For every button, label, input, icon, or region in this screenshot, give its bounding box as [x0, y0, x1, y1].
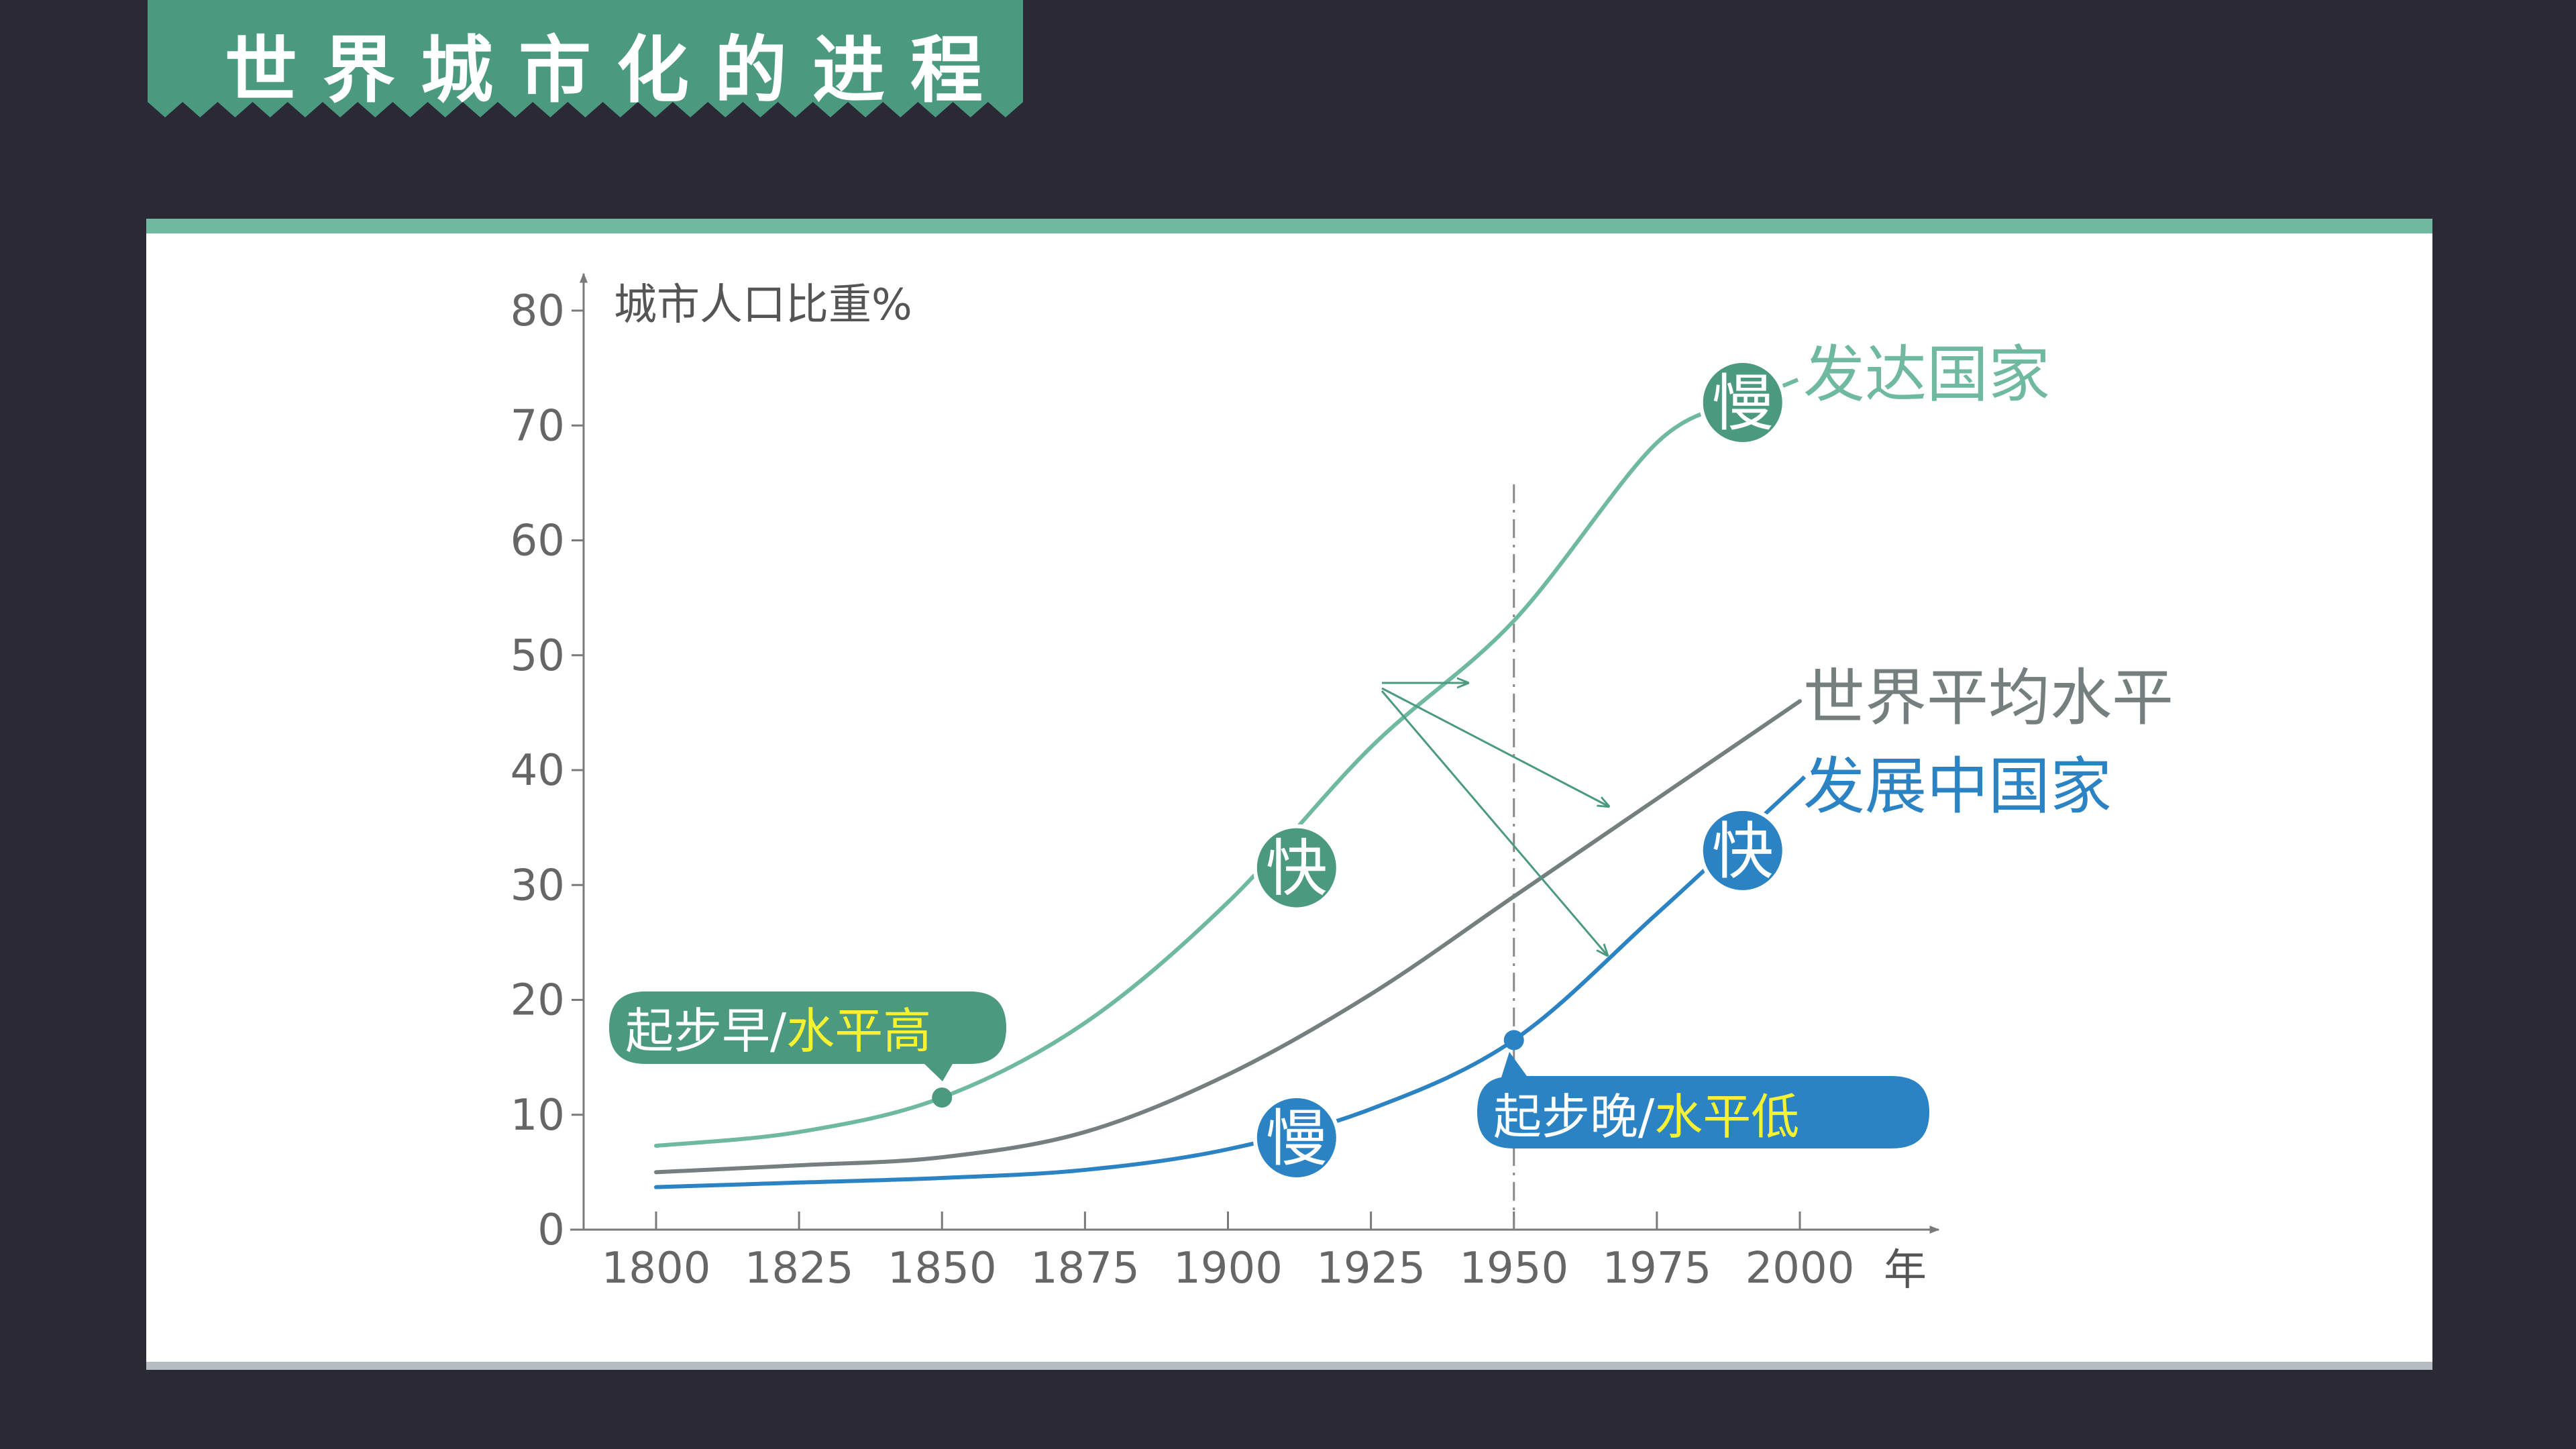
callout-developed-level: 水平高: [786, 1003, 931, 1059]
y-tick-label: 30: [511, 861, 565, 910]
series-line-world: [654, 699, 1802, 1175]
y-tick-label: 70: [511, 401, 565, 451]
speed-marker-circle: [1252, 824, 1340, 912]
speed-marker: 慢: [1699, 359, 1786, 446]
series-label-developing: 发展中国家: [1803, 751, 2112, 822]
data-points: [932, 1030, 1524, 1108]
x-tick-label: 1875: [1030, 1244, 1140, 1293]
y-tick-label: 40: [511, 746, 565, 796]
series-line-developing: [654, 780, 1802, 1189]
series-line-developed: [654, 400, 1745, 1148]
speed-marker: 慢: [1252, 1094, 1340, 1181]
y-ticks: 0 10 20 30 40 50 60 70 80: [511, 286, 584, 1255]
y-axis-label: 城市人口比重%: [614, 280, 912, 330]
x-tick-label: 1825: [745, 1244, 854, 1293]
x-tick-label: 1800: [602, 1244, 711, 1293]
y-tick-label: 20: [511, 976, 565, 1026]
speed-marker-label: 快: [1712, 816, 1774, 888]
arrow-to-developing: [1381, 690, 1607, 955]
x-tick-label: 1950: [1459, 1244, 1568, 1293]
arrow-to-world: [1381, 687, 1609, 806]
speed-marker-circle: [1699, 359, 1786, 446]
callout-developing-start: 起步晚/: [1493, 1089, 1655, 1145]
title-banner: 世界城市化的进程: [148, 0, 1023, 117]
x-tick-label: 2000: [1746, 1244, 1855, 1293]
x-tick-label: 1850: [888, 1244, 997, 1293]
callout-developing-level: 水平低: [1654, 1089, 1799, 1145]
x-ticks: 1800 1825 1850 1875 1900 1925 1950 1975 2000: [602, 1212, 1855, 1293]
series-lines: [654, 378, 1807, 1189]
speed-marker-circle: [1252, 1094, 1340, 1181]
y-tick-label: 80: [511, 286, 565, 336]
data-point: [1503, 1030, 1524, 1051]
callout-developing: 起步晚/水平低: [1477, 1052, 1929, 1148]
y-tick-label: 0: [537, 1205, 565, 1255]
y-tick-label: 10: [511, 1091, 565, 1140]
data-point: [932, 1087, 953, 1108]
svg-text:起步早/水平高: 起步早/水平高: [625, 1003, 931, 1059]
series-label-developed: 发达国家: [1803, 339, 2050, 411]
callout-developed: 起步早/水平高: [609, 991, 1006, 1081]
x-tick-label: 1900: [1173, 1244, 1283, 1293]
annotation-arrows: [1381, 683, 1609, 955]
x-tick-label: 1925: [1316, 1244, 1426, 1293]
y-tick-label: 60: [511, 517, 565, 566]
speed-marker-label: 快: [1266, 833, 1328, 905]
speed-marker-label: 慢: [1712, 368, 1774, 439]
speed-marker: 快: [1252, 824, 1340, 912]
speed-marker-label: 慢: [1266, 1103, 1328, 1175]
speed-marker: 快: [1699, 806, 1786, 894]
callout-developed-start: 起步早/: [625, 1003, 787, 1059]
series-label-world: 世界平均水平: [1803, 662, 2174, 734]
speed-marker-circle: [1699, 806, 1786, 894]
x-tick-label: 1975: [1602, 1244, 1711, 1293]
page-title: 世界城市化的进程: [225, 28, 1009, 113]
x-axis-label: 年: [1884, 1246, 1927, 1295]
series-connector-developing: [1798, 775, 1807, 784]
y-tick-label: 50: [511, 631, 565, 681]
svg-text:起步晚/水平低: 起步晚/水平低: [1493, 1089, 1799, 1145]
